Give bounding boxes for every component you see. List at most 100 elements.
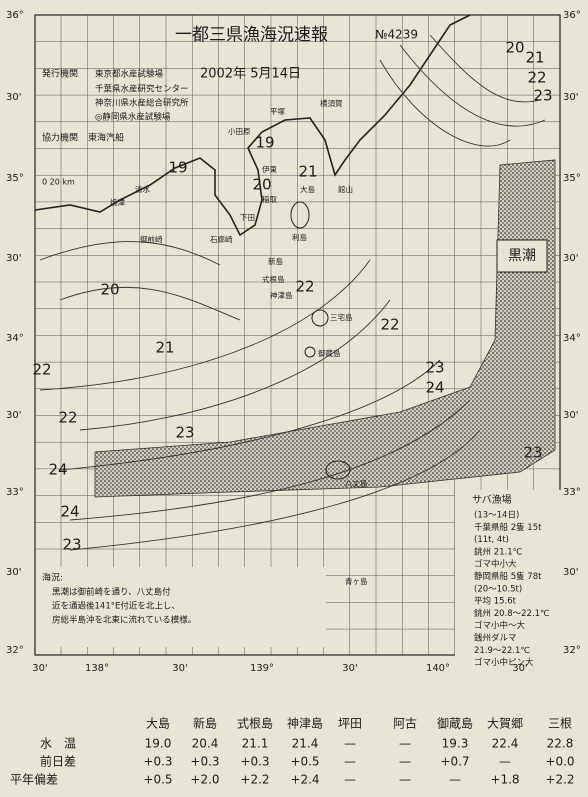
notes-line: 近を通過後141°E付近を北上し、 xyxy=(52,601,180,612)
lon-label: 30' xyxy=(172,663,187,674)
column-header: 式根島 xyxy=(237,716,273,731)
lat-label: 36° xyxy=(563,10,581,21)
place-label: 小田原 xyxy=(228,127,251,136)
report-line: (11t, 4t) xyxy=(474,535,509,545)
isotherm-label: 22 xyxy=(295,278,314,296)
cell: 20.4 xyxy=(192,737,219,751)
cell: +0.3 xyxy=(240,755,269,769)
lat-label: 30' xyxy=(6,410,21,421)
cell: +0.0 xyxy=(545,755,574,769)
date: 2002年 5月14日 xyxy=(200,67,301,82)
report-line: ゴマ小中ピン大 xyxy=(474,657,534,668)
isotherm-label: 24 xyxy=(425,379,444,397)
place-label: 利島 xyxy=(292,232,307,242)
place-label: 三宅島 xyxy=(330,312,353,322)
issuer: ◎静岡県水産試験場 xyxy=(95,112,171,123)
cell: — xyxy=(344,755,356,769)
place-label: 式根島 xyxy=(262,274,285,284)
place-label: 焼津 xyxy=(110,198,125,207)
isotherm-label: 23 xyxy=(533,87,552,105)
cell: +0.7 xyxy=(440,755,469,769)
report-box xyxy=(455,490,583,675)
lon-label: 30' xyxy=(512,663,527,674)
cell: 22.8 xyxy=(547,737,574,751)
cell: — xyxy=(344,773,356,787)
cell: 22.4 xyxy=(492,737,519,751)
cell: +2.2 xyxy=(240,773,269,787)
place-label: 稲取 xyxy=(262,194,277,204)
place-label: 御蔵島 xyxy=(318,348,341,358)
island xyxy=(304,346,316,358)
notes-title: 海況: xyxy=(42,572,63,584)
row-label: 水 温 xyxy=(40,737,76,751)
isotherm-label: 20 xyxy=(100,281,119,299)
column-header: 坪田 xyxy=(338,717,362,731)
place-label: 石廊崎 xyxy=(210,234,233,244)
isotherm-label: 22 xyxy=(527,69,546,87)
isotherm-label: 21 xyxy=(525,49,544,67)
cell: — xyxy=(344,737,356,751)
report-line: ゴマ中小大 xyxy=(474,559,517,570)
report-line: 銭州ダルマ xyxy=(474,633,517,644)
cell: — xyxy=(499,755,511,769)
lat-label: 32° xyxy=(563,645,581,656)
report-number: №4239 xyxy=(375,28,418,42)
place-label: 横須賀 xyxy=(320,98,343,108)
column-header: 新島 xyxy=(193,716,217,731)
issuer: 神奈川県水産総合研究所 xyxy=(95,98,189,109)
cell: +2.0 xyxy=(190,773,219,787)
lon-label: 138° xyxy=(85,663,109,674)
cooperator-label: 協力機関 xyxy=(42,132,78,144)
island xyxy=(290,201,310,229)
notes-box xyxy=(36,567,326,647)
report-line: 銚州 21.1℃ xyxy=(474,546,523,557)
row-label: 前日差 xyxy=(40,754,76,769)
report-line: 千葉県船 2隻 15t xyxy=(474,522,542,533)
lat-label: 30' xyxy=(6,253,21,264)
report-line: 21.9〜22.1℃ xyxy=(474,646,530,656)
place-label: 平塚 xyxy=(270,107,285,116)
cell: — xyxy=(399,773,411,787)
cell: — xyxy=(449,773,461,787)
cell: 21.4 xyxy=(292,737,319,751)
isotherm-label: 23 xyxy=(425,359,444,377)
coastline xyxy=(34,14,471,237)
isotherm-label: 24 xyxy=(48,461,67,479)
place-label: 青ヶ島 xyxy=(345,576,368,586)
place-label: 伊東 xyxy=(262,164,277,174)
column-header: 大島 xyxy=(146,716,170,731)
cell: 19.0 xyxy=(145,737,172,751)
place-label: 下田 xyxy=(240,213,255,222)
issuer: 千葉県水産研究センター xyxy=(95,84,189,95)
row-label: 平年偏差 xyxy=(10,772,58,787)
lat-label: 32° xyxy=(6,645,24,656)
isotherm-label: 20 xyxy=(505,39,524,57)
report-line: 静岡県船 5隻 78t xyxy=(474,571,542,582)
cell: 19.3 xyxy=(442,737,469,751)
column-header: 神津島 xyxy=(287,716,323,731)
lat-label: 34° xyxy=(6,333,24,344)
lon-label: 30' xyxy=(342,663,357,674)
isotherm-label: 22 xyxy=(58,409,77,427)
isotherm-label: 23 xyxy=(175,424,194,442)
isotherm-lines xyxy=(39,34,546,551)
lon-label: 139° xyxy=(250,663,274,674)
cell: +0.3 xyxy=(190,755,219,769)
place-label: 八丈島 xyxy=(345,478,368,488)
report-line: 銚州 20.8〜22.1℃ xyxy=(474,608,550,619)
current-label: 黒潮 xyxy=(508,248,536,264)
lat-label: 33° xyxy=(563,487,581,498)
isotherm-label: 22 xyxy=(380,316,399,334)
map-frame xyxy=(34,14,561,656)
lat-label: 30' xyxy=(563,253,578,264)
isotherm-label: 23 xyxy=(62,536,81,554)
place-label: 新島 xyxy=(268,256,283,266)
report-line: 平均 15.6t xyxy=(474,596,517,607)
lat-label: 36° xyxy=(6,10,24,21)
cell: +2.4 xyxy=(290,773,319,787)
isotherm-label: 21 xyxy=(298,163,317,181)
place-label: 御前崎 xyxy=(140,234,163,244)
cell: — xyxy=(399,755,411,769)
place-label: 館山 xyxy=(338,184,353,194)
